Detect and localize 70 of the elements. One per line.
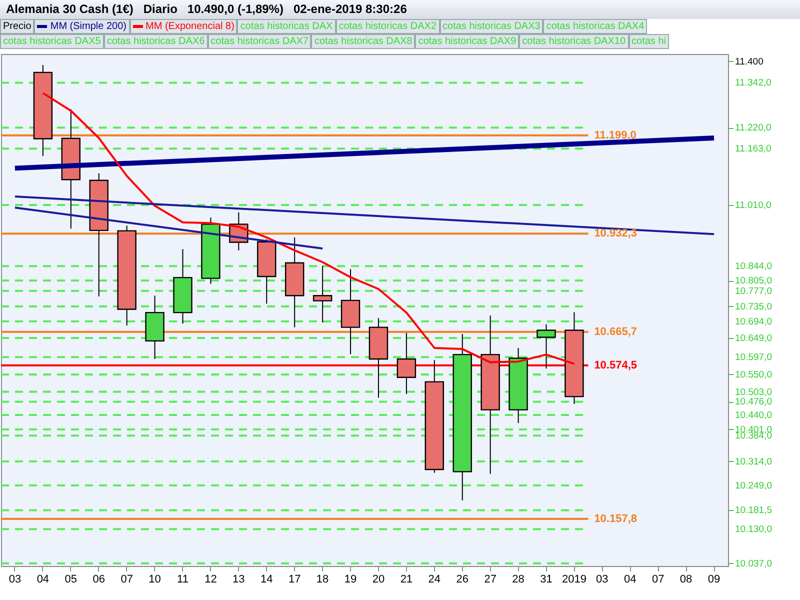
text: cotas historicas DAX10: [519, 34, 629, 49]
legend-label: MM (Exponencial 8): [130, 19, 238, 34]
text: cotas historicas DAX9: [415, 34, 520, 49]
text: cotas historicas DAX4: [543, 19, 648, 34]
ref-line-label: 10.157,8: [594, 512, 638, 525]
y-tick-label: 10.694,0: [735, 316, 772, 328]
text: cotas historicas DAX7: [208, 34, 312, 49]
x-tick-label: 11: [177, 574, 188, 586]
y-tick-label: 10.181,5: [735, 505, 772, 516]
x-tick-label: 08: [680, 574, 692, 586]
ref-line-label: 10.665,7: [594, 326, 638, 338]
text: cotas historicas DAX: [237, 19, 336, 34]
text: cotas historicas DAX5: [0, 34, 104, 49]
y-tick-label: 11.400: [735, 56, 764, 68]
x-tick-label: 07: [652, 574, 664, 586]
x-tick-label: 07: [120, 574, 133, 586]
x-tick-label: 04: [36, 574, 50, 586]
x-tick-label: 26: [456, 574, 468, 586]
y-tick-label: 11.220,0: [735, 122, 772, 134]
candlestick: [396, 332, 416, 394]
legend-label: MM (Simple 200): [34, 19, 130, 34]
y-tick-label: 10.249,0: [735, 480, 772, 492]
y-tick-label: 10.735,0: [735, 301, 772, 312]
x-tick-label: 09: [708, 574, 720, 586]
y-tick-label: 10.597,0: [735, 352, 772, 364]
x-tick-label: 28: [512, 574, 524, 586]
chart-title: Alemania 30 Cash (1€) Diario 10.490,0 (-1,89%) 02-ene-2019 8:30:26: [0, 0, 800, 19]
ref-line-label: 11.199,0: [594, 129, 636, 142]
x-tick-label: 04: [624, 574, 636, 586]
ref-line-label: 10.574,5: [594, 359, 638, 372]
text: Precio: [0, 19, 34, 34]
y-tick-label: 10.130,0: [735, 524, 772, 536]
candlestick: [312, 265, 332, 324]
x-tick-label: 14: [260, 574, 273, 586]
x-tick-label: 21: [400, 574, 413, 586]
y-tick-label: 10.777,0: [735, 286, 772, 297]
y-tick-label: 10.314,0: [735, 456, 772, 468]
y-tick-label: 11.010,0: [735, 200, 772, 212]
text: cotas historicas DAX3: [440, 19, 544, 34]
text: cotas historicas DAX8: [311, 34, 416, 49]
y-tick-label: 10.037,0: [735, 558, 772, 570]
x-tick-label: 19: [344, 574, 357, 586]
y-tick-label: 10.805,0: [735, 276, 772, 287]
y-tick-label: 10.440,0: [735, 410, 772, 421]
x-tick-label: 17: [288, 574, 301, 586]
text: cotas historicas DAX6: [104, 34, 208, 49]
y-tick-label: 11.163,0: [735, 144, 772, 155]
y-tick-label: 10.476,0: [735, 396, 772, 408]
x-tick-label: 27: [484, 574, 496, 586]
y-tick-label: 10.844,0: [735, 261, 772, 272]
x-tick-label: 12: [204, 574, 217, 586]
x-tick-label: 03: [8, 574, 22, 586]
text: cotas hi: [628, 34, 669, 49]
x-tick-label: 05: [64, 574, 78, 586]
x-tick-label: 24: [428, 574, 441, 586]
x-tick-label: 2019: [562, 574, 586, 586]
y-tick-label: 11.342,0: [735, 78, 772, 89]
y-tick-label: 10.550,0: [735, 369, 772, 380]
x-tick-label: 10: [148, 574, 161, 586]
y-tick-label: 10.649,0: [735, 332, 772, 344]
x-tick-label: 06: [92, 574, 105, 586]
text: cotas historicas DAX2: [336, 19, 440, 34]
candlestick: [536, 324, 556, 370]
x-tick-label: 20: [372, 574, 385, 586]
x-tick-label: 18: [316, 574, 329, 586]
x-tick-label: 13: [232, 574, 245, 586]
x-tick-label: 03: [596, 574, 608, 586]
ref-line-label: 10.932,3: [594, 228, 638, 240]
y-tick-label: 10.503,0: [735, 386, 772, 398]
x-tick-label: 31: [540, 574, 552, 586]
